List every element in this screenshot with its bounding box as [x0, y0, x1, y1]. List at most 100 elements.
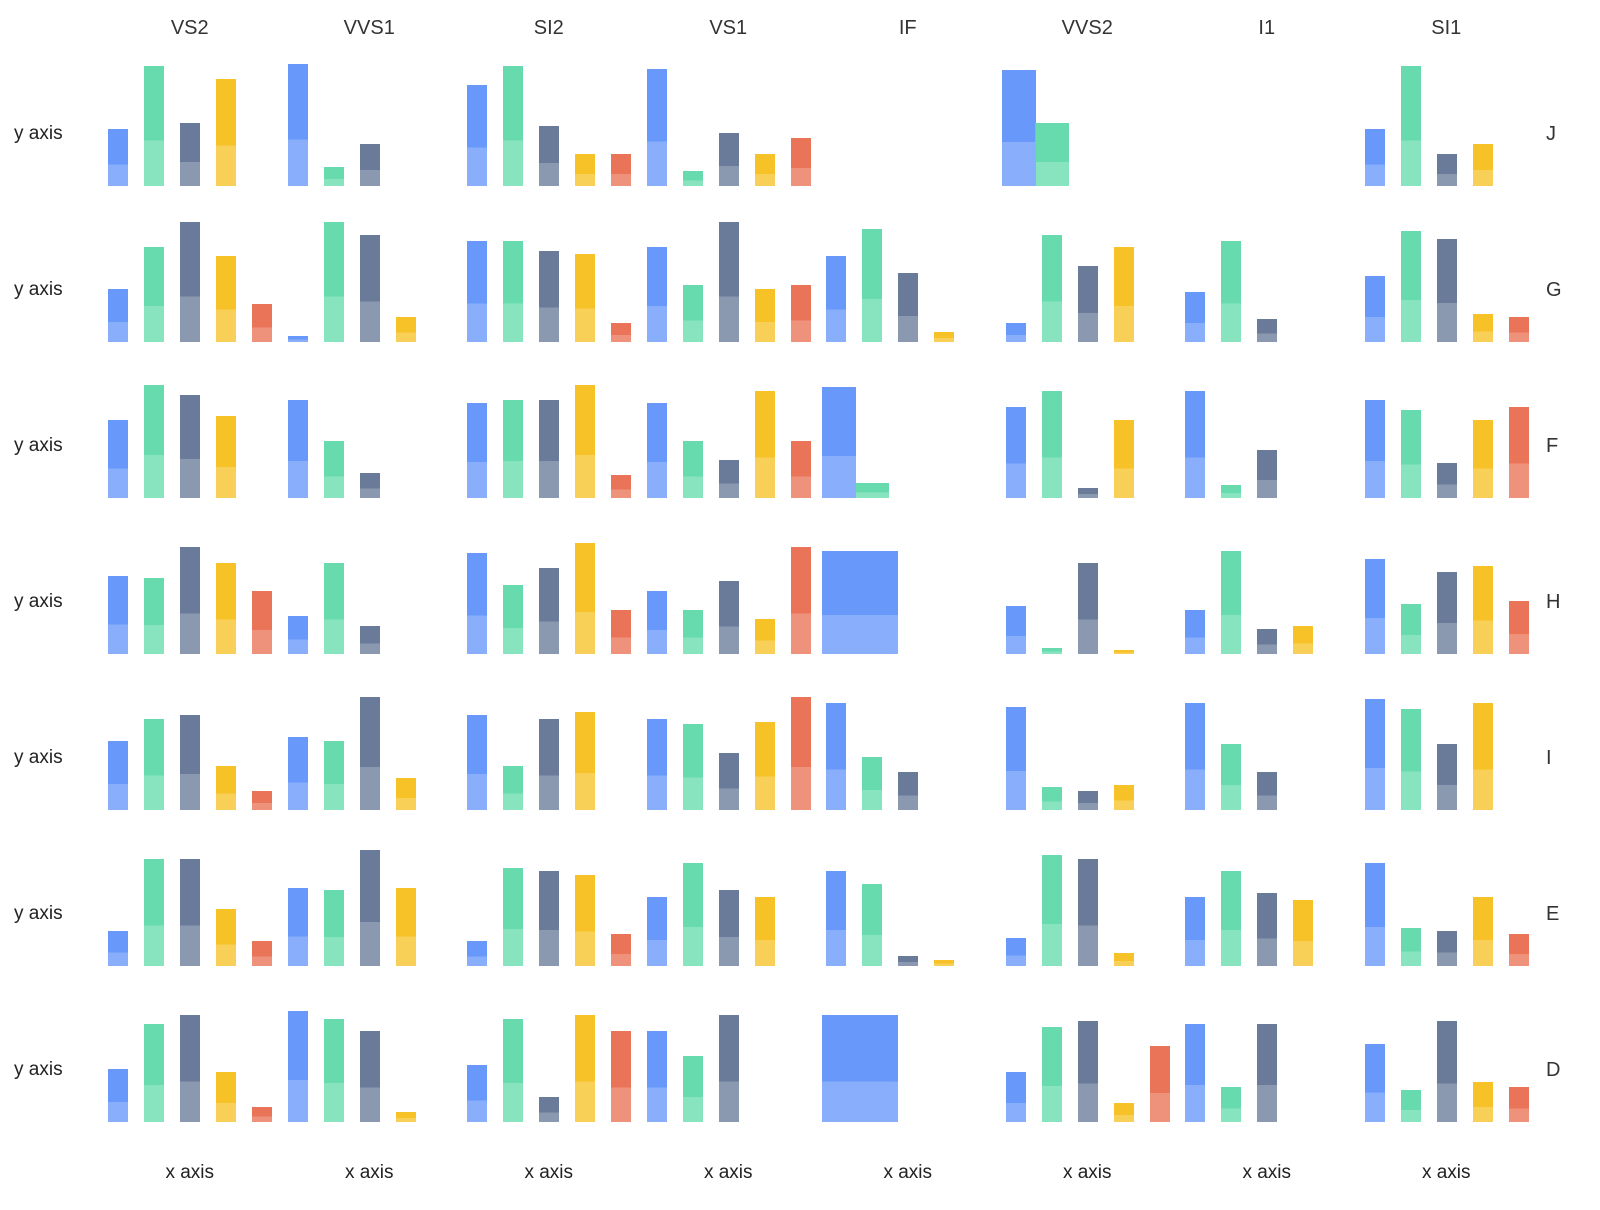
- facet-row-label-j: J: [1546, 122, 1556, 145]
- bar-series-3: [754, 154, 775, 186]
- bar-series-0: [826, 871, 846, 966]
- bar-series-0: [1005, 938, 1026, 966]
- bar-series-3: [575, 1015, 595, 1122]
- bar-series-0: [646, 897, 667, 966]
- bar-series-4: [611, 1031, 631, 1122]
- facet-row-label-g: G: [1546, 278, 1562, 301]
- bar-series-2: [1436, 572, 1457, 654]
- bar-series-0: [287, 64, 308, 186]
- bar-series-1: [1041, 1027, 1062, 1122]
- bar-series-1: [503, 585, 523, 654]
- bar-series-0: [108, 931, 128, 966]
- bar-series-2: [359, 697, 380, 810]
- bar-series-2: [1257, 629, 1277, 654]
- facet-cell-j-vvs1: [280, 56, 460, 212]
- bar-series-0: [1005, 323, 1026, 342]
- bottom-left-corner: [0, 1148, 100, 1206]
- bar-series-2: [180, 1015, 200, 1122]
- bar-series-1: [144, 385, 164, 498]
- y-axis-label: y axis: [14, 1059, 63, 1080]
- bar-series-2: [359, 1031, 380, 1122]
- bar-series-3: [575, 385, 595, 498]
- bar-series-0: [108, 1069, 128, 1122]
- bar-series-4: [611, 475, 631, 498]
- bar-series-0: [1005, 407, 1026, 498]
- bar-series-1: [1221, 241, 1241, 342]
- bar-series-1: [144, 1024, 164, 1122]
- bar-series-1: [1400, 66, 1421, 186]
- bar-series-1: [682, 1056, 703, 1122]
- bar-series-1: [682, 171, 703, 186]
- bar-series-0: [646, 719, 667, 810]
- bar-series-3: [1113, 650, 1134, 654]
- bar-series-3: [1472, 314, 1493, 342]
- bar-series-0: [646, 591, 667, 654]
- bar-series-4: [1508, 934, 1529, 966]
- bar-series-0: [1364, 276, 1385, 342]
- bar-series-2: [898, 956, 918, 966]
- facet-cell-e-vs1: [639, 836, 819, 992]
- bar-series-1: [144, 859, 164, 966]
- bar-series-0: [1185, 391, 1205, 498]
- bar-series-1: [1041, 855, 1062, 966]
- facet-cell-j-si1: [1357, 56, 1537, 212]
- bar-series-3: [395, 778, 416, 810]
- bar-series-3: [1472, 703, 1493, 810]
- facet-cell-h-si1: [1357, 524, 1537, 680]
- bar-series-0: [287, 1011, 308, 1122]
- bar-series-0: [287, 888, 308, 966]
- facet-cell-i-si1: [1357, 680, 1537, 836]
- x-axis-label: x axis: [1062, 1162, 1112, 1183]
- facet-cell-i-i1: [1177, 680, 1357, 836]
- bar-series-2: [1077, 488, 1098, 498]
- y-axis-label: y axis: [14, 279, 63, 300]
- bar-series-1: [1400, 928, 1421, 966]
- bar-series-0: [822, 387, 856, 498]
- x-axis-label: x axis: [1242, 1162, 1292, 1183]
- bar-series-2: [539, 719, 559, 810]
- bar-series-3: [1472, 566, 1493, 654]
- bar-series-1: [1041, 787, 1062, 810]
- bar-series-1: [682, 610, 703, 654]
- top-left-corner: [0, 0, 100, 56]
- facet-cell-i-si2: [459, 680, 639, 836]
- bar-series-4: [611, 154, 631, 186]
- bar-series-0: [467, 1065, 487, 1122]
- bar-series-1: [1400, 231, 1421, 342]
- bar-series-2: [1257, 450, 1277, 498]
- bar-series-0: [108, 420, 128, 498]
- bar-series-3: [575, 154, 595, 186]
- facet-row-label-d: D: [1546, 1058, 1561, 1081]
- bar-series-2: [718, 581, 739, 654]
- bar-series-3: [575, 712, 595, 810]
- bar-series-1: [682, 441, 703, 498]
- facet-cell-h-i1: [1177, 524, 1357, 680]
- bar-series-3: [216, 416, 236, 498]
- x-axis-label: x axis: [524, 1162, 574, 1183]
- bar-series-3: [754, 722, 775, 810]
- facet-cell-d-i1: [1177, 992, 1357, 1148]
- bar-series-1: [503, 868, 523, 966]
- bar-series-1: [862, 884, 882, 966]
- bar-series-0: [822, 1015, 898, 1122]
- bar-series-3: [395, 888, 416, 966]
- bar-series-0: [287, 737, 308, 810]
- bar-series-2: [1077, 791, 1098, 810]
- bar-series-2: [180, 859, 200, 966]
- bar-series-3: [575, 254, 595, 342]
- bar-series-3: [216, 563, 236, 654]
- bar-series-3: [1113, 420, 1134, 498]
- bar-series-1: [323, 222, 344, 342]
- facet-cell-i-vs1: [639, 680, 819, 836]
- bar-series-0: [646, 69, 667, 186]
- bar-series-3: [216, 79, 236, 186]
- bar-series-2: [1257, 893, 1277, 966]
- bar-series-0: [108, 129, 128, 186]
- facet-cell-i-vvs2: [998, 680, 1178, 836]
- bar-series-3: [1113, 1103, 1134, 1122]
- bar-series-3: [395, 317, 416, 342]
- bar-series-2: [898, 772, 918, 810]
- bar-series-3: [1472, 144, 1493, 186]
- bar-series-2: [1257, 772, 1277, 810]
